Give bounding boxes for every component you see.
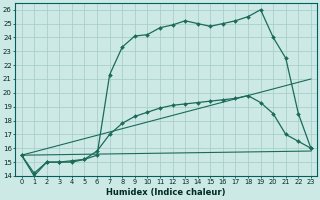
X-axis label: Humidex (Indice chaleur): Humidex (Indice chaleur) [107, 188, 226, 197]
